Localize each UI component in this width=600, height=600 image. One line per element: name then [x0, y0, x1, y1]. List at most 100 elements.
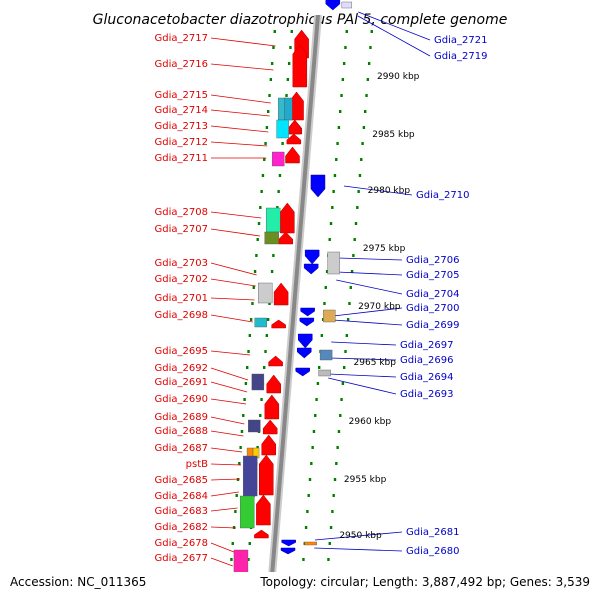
- right-label-connector: [332, 319, 403, 326]
- cog-box-grey: [257, 282, 273, 304]
- track-dot: [341, 78, 345, 81]
- track-dot: [232, 526, 236, 529]
- left-label-connector: [210, 557, 233, 567]
- gene-features: [231, 0, 353, 599]
- left-label-connector: [210, 447, 243, 453]
- track-dot: [289, 46, 292, 49]
- track-dot: [316, 382, 320, 385]
- left-label-connector: [210, 463, 242, 466]
- track-dot: [339, 110, 342, 113]
- left-label-connector: [210, 37, 276, 47]
- left-label-connector: [210, 297, 255, 301]
- forward-gene-arrow: [280, 202, 295, 234]
- track-dot: [362, 126, 366, 129]
- track-dot: [369, 46, 372, 49]
- right-label-connector: [328, 377, 397, 395]
- track-dot: [318, 366, 321, 369]
- track-dot: [307, 494, 310, 497]
- right-label-connector: [314, 531, 403, 541]
- track-dot: [333, 478, 337, 481]
- accession-text: Accession: NC_011365: [10, 575, 146, 589]
- track-dot: [329, 222, 333, 225]
- track-dot: [333, 174, 337, 177]
- right-gene-label: Gdia_2721: [434, 35, 487, 46]
- track-dot: [325, 270, 329, 273]
- left-label-connector: [210, 141, 268, 147]
- cog-box-navy: [248, 419, 261, 433]
- track-dot: [335, 462, 338, 465]
- track-dot: [238, 462, 241, 465]
- track-dot: [320, 334, 324, 337]
- forward-gene-arrow: [292, 44, 308, 88]
- forward-gene-arrow: [266, 374, 281, 394]
- left-label-connector: [210, 94, 271, 104]
- left-gene-label: Gdia_2683: [155, 506, 208, 517]
- track-dot: [361, 142, 364, 145]
- track-dot: [234, 510, 237, 513]
- track-dot: [365, 94, 368, 97]
- track-dot: [339, 414, 342, 417]
- right-gene-label: Gdia_2700: [406, 303, 459, 314]
- track-dot: [344, 46, 347, 49]
- scale-tick-label: 2985 kbp: [372, 130, 415, 140]
- right-label-connector: [328, 373, 397, 378]
- cog-box-orange: [304, 541, 317, 546]
- track-dot: [354, 222, 358, 225]
- forward-gene-arrow: [273, 282, 289, 306]
- left-gene-label: Gdia_2685: [155, 475, 208, 486]
- scale-tick-label: 2990 kbp: [377, 72, 420, 82]
- forward-gene-arrow: [261, 434, 276, 456]
- cog-box-olive: [264, 231, 279, 245]
- topology-text: Topology: circular; Length: 3,887,492 bp…: [259, 575, 590, 589]
- track-dot: [270, 62, 274, 65]
- track-dot: [251, 302, 254, 305]
- track-dot: [264, 142, 267, 145]
- forward-gene-arrow: [262, 419, 278, 435]
- forward-gene-arrow: [285, 146, 300, 164]
- right-gene-label: Gdia_2699: [406, 320, 459, 331]
- track-dot: [332, 190, 335, 193]
- track-dot: [260, 398, 263, 401]
- scale-tick-label: 2975 kbp: [363, 244, 406, 254]
- track-dot: [231, 542, 234, 545]
- left-label-connector: [210, 398, 247, 405]
- track-dot: [346, 318, 350, 321]
- track-dot: [331, 510, 334, 513]
- track-dot: [267, 110, 270, 113]
- left-gene-label: Gdia_2714: [155, 105, 208, 116]
- reverse-gene-arrow: [280, 547, 296, 555]
- track-dot: [259, 414, 262, 417]
- left-gene-label: Gdia_2687: [155, 443, 208, 454]
- right-label-connector: [331, 341, 397, 346]
- cog-box-tan: [323, 309, 336, 323]
- track-dot: [247, 558, 250, 561]
- left-gene-label: Gdia_2690: [155, 394, 208, 405]
- track-dot: [327, 558, 330, 561]
- track-dot: [249, 318, 253, 321]
- left-gene-label: Gdia_2717: [155, 33, 208, 44]
- track-dot: [352, 254, 355, 257]
- left-label-connector: [210, 542, 235, 553]
- track-dot: [337, 126, 341, 129]
- label-connectors: [210, 11, 431, 567]
- track-dot: [328, 542, 331, 545]
- right-gene-label: Gdia_2696: [400, 355, 453, 366]
- left-gene-label: Gdia_2692: [155, 363, 208, 374]
- track-dot: [256, 238, 259, 241]
- right-gene-label: Gdia_2710: [416, 190, 469, 201]
- left-gene-label: Gdia_2702: [155, 274, 208, 285]
- track-dot: [235, 494, 238, 497]
- track-dot: [256, 446, 259, 449]
- track-dot: [255, 254, 258, 257]
- track-dot: [244, 382, 248, 385]
- track-dot: [276, 206, 279, 209]
- track-dot: [272, 46, 275, 49]
- scale-tick-label: 2950 kbp: [339, 531, 382, 541]
- footer-background: [0, 572, 600, 600]
- left-gene-label: Gdia_2677: [155, 553, 208, 564]
- right-gene-label: Gdia_2706: [406, 255, 459, 266]
- left-gene-label: Gdia_2678: [155, 538, 208, 549]
- scale-tick-label: 2965 kbp: [354, 358, 397, 368]
- right-label-connector: [336, 279, 403, 295]
- left-label-connector: [210, 430, 244, 437]
